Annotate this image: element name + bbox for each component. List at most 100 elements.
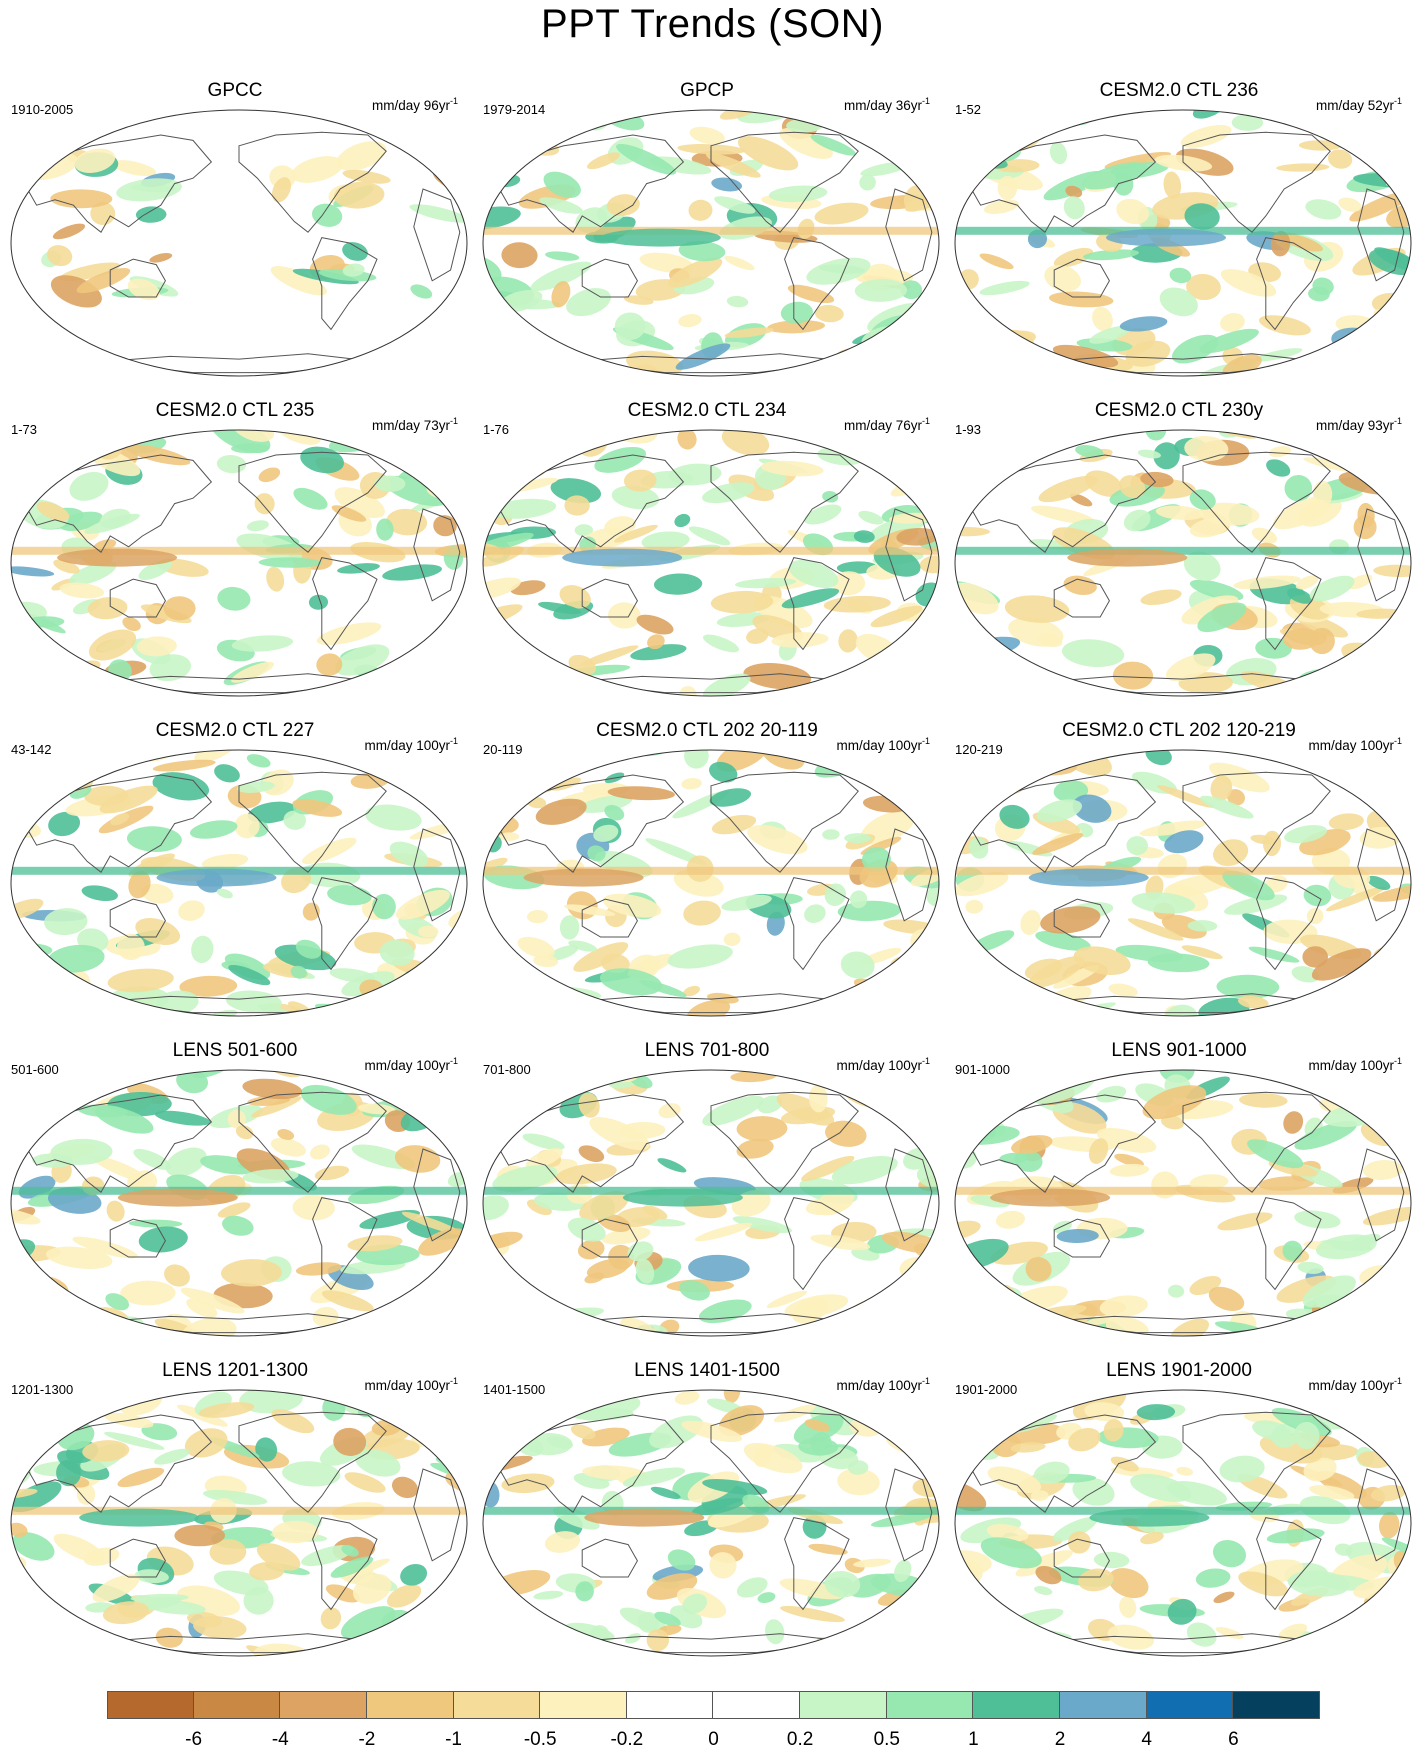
trend-contour <box>714 196 756 214</box>
panel-title: CESM2.0 CTL 235 <box>155 400 315 421</box>
trend-contour <box>1108 1568 1149 1599</box>
trend-contour <box>87 433 113 447</box>
trend-contour <box>416 1315 439 1326</box>
panel-units: mm/day 100yr-1 <box>364 736 458 753</box>
trend-contour <box>816 1637 858 1651</box>
trend-contour <box>483 1455 533 1474</box>
panel-units-exponent: -1 <box>1393 736 1402 746</box>
coastline <box>572 353 850 374</box>
trend-contour <box>836 1002 904 1016</box>
map-projection <box>482 749 940 1017</box>
trend-contour <box>1270 231 1291 257</box>
trend-contour <box>915 793 939 809</box>
trend-contour <box>1167 1598 1197 1625</box>
trend-contour <box>1294 1421 1320 1450</box>
trend-contour <box>1183 551 1221 581</box>
trend-contour <box>578 795 633 813</box>
coastline <box>970 774 1157 873</box>
trend-contour <box>292 1194 335 1221</box>
trend-contour <box>1287 588 1313 604</box>
map-border <box>10 429 468 697</box>
trend-contour <box>810 134 856 156</box>
trend-contour <box>246 754 271 768</box>
trend-contour <box>780 1605 845 1623</box>
trend-contour <box>955 448 1015 471</box>
trend-contour <box>710 590 774 614</box>
trend-contour <box>771 632 829 648</box>
trend-contour <box>1239 1093 1288 1108</box>
trend-contour <box>348 1185 405 1205</box>
trend-contour <box>46 245 73 267</box>
panel-title: CESM2.0 CTL 234 <box>627 400 787 421</box>
trend-contour <box>724 255 755 271</box>
trend-contour <box>128 1219 183 1228</box>
map-border <box>10 109 468 377</box>
trend-contour <box>563 754 597 766</box>
trend-contour <box>1032 833 1084 855</box>
colorbar-swatch <box>1233 1691 1320 1719</box>
trend-contour <box>1208 1286 1245 1312</box>
panel-title: CESM2.0 CTL 227 <box>155 720 315 741</box>
trend-contour <box>736 1577 768 1598</box>
trend-contour <box>92 1574 140 1603</box>
trend-contour <box>378 435 400 463</box>
panel-period: 1-76 <box>483 422 510 437</box>
colorbar-swatch <box>886 1691 974 1719</box>
trend-contour <box>1088 1138 1109 1164</box>
trend-contour <box>214 764 240 783</box>
trend-contour <box>582 110 610 131</box>
trend-contour <box>135 918 181 945</box>
trend-contour <box>483 1294 529 1318</box>
trend-contour <box>1064 114 1091 126</box>
trend-contour <box>766 1290 808 1309</box>
trend-contour <box>1312 480 1333 508</box>
trend-contour <box>1119 1596 1137 1618</box>
trend-contour <box>363 1642 422 1656</box>
trend-contour <box>54 652 75 673</box>
trend-contour <box>1365 453 1383 474</box>
trend-contour <box>11 1320 44 1336</box>
trend-contour <box>979 253 1014 270</box>
coastline <box>1256 557 1322 651</box>
trend-contour <box>1328 149 1353 169</box>
trend-contour <box>594 446 647 473</box>
trend-contour <box>1297 1261 1324 1274</box>
trend-contour <box>1306 907 1324 925</box>
coastline <box>710 131 859 233</box>
trend-contour <box>736 1138 774 1159</box>
equatorial-band <box>483 226 939 235</box>
trend-contour <box>804 904 826 924</box>
panel-units-text: mm/day 100yr <box>836 738 922 753</box>
trend-contour <box>716 750 769 772</box>
trend-contour <box>840 951 875 979</box>
trend-contour <box>608 602 641 629</box>
trend-contour <box>1168 1284 1185 1298</box>
coastline <box>1182 771 1331 873</box>
trend-contour <box>1222 870 1275 901</box>
trend-contour <box>787 284 835 304</box>
trend-contour <box>1013 752 1077 776</box>
trend-contour <box>767 320 825 334</box>
trend-contour <box>11 816 42 838</box>
trend-contour <box>847 1079 889 1088</box>
trend-contour <box>517 936 555 959</box>
panel-units: mm/day 100yr-1 <box>1308 736 1402 753</box>
trend-contour <box>138 1226 188 1253</box>
trend-contour <box>578 1092 600 1118</box>
trend-contour <box>837 1468 880 1496</box>
trend-contour <box>801 1156 855 1181</box>
panel-title: GPCC <box>207 80 263 101</box>
trend-contour <box>423 1393 467 1421</box>
trend-contour <box>518 110 546 118</box>
equatorial-band <box>483 866 939 875</box>
map-border <box>482 1069 940 1337</box>
trend-contour <box>1153 442 1180 470</box>
trend-contour <box>899 1256 939 1285</box>
trend-contour <box>1155 505 1205 521</box>
trend-contour <box>201 853 249 870</box>
coastline <box>26 1414 213 1513</box>
map-projection <box>10 429 468 697</box>
trend-contour <box>231 661 275 683</box>
trend-contour <box>503 477 558 493</box>
trend-contour <box>1309 1485 1355 1500</box>
